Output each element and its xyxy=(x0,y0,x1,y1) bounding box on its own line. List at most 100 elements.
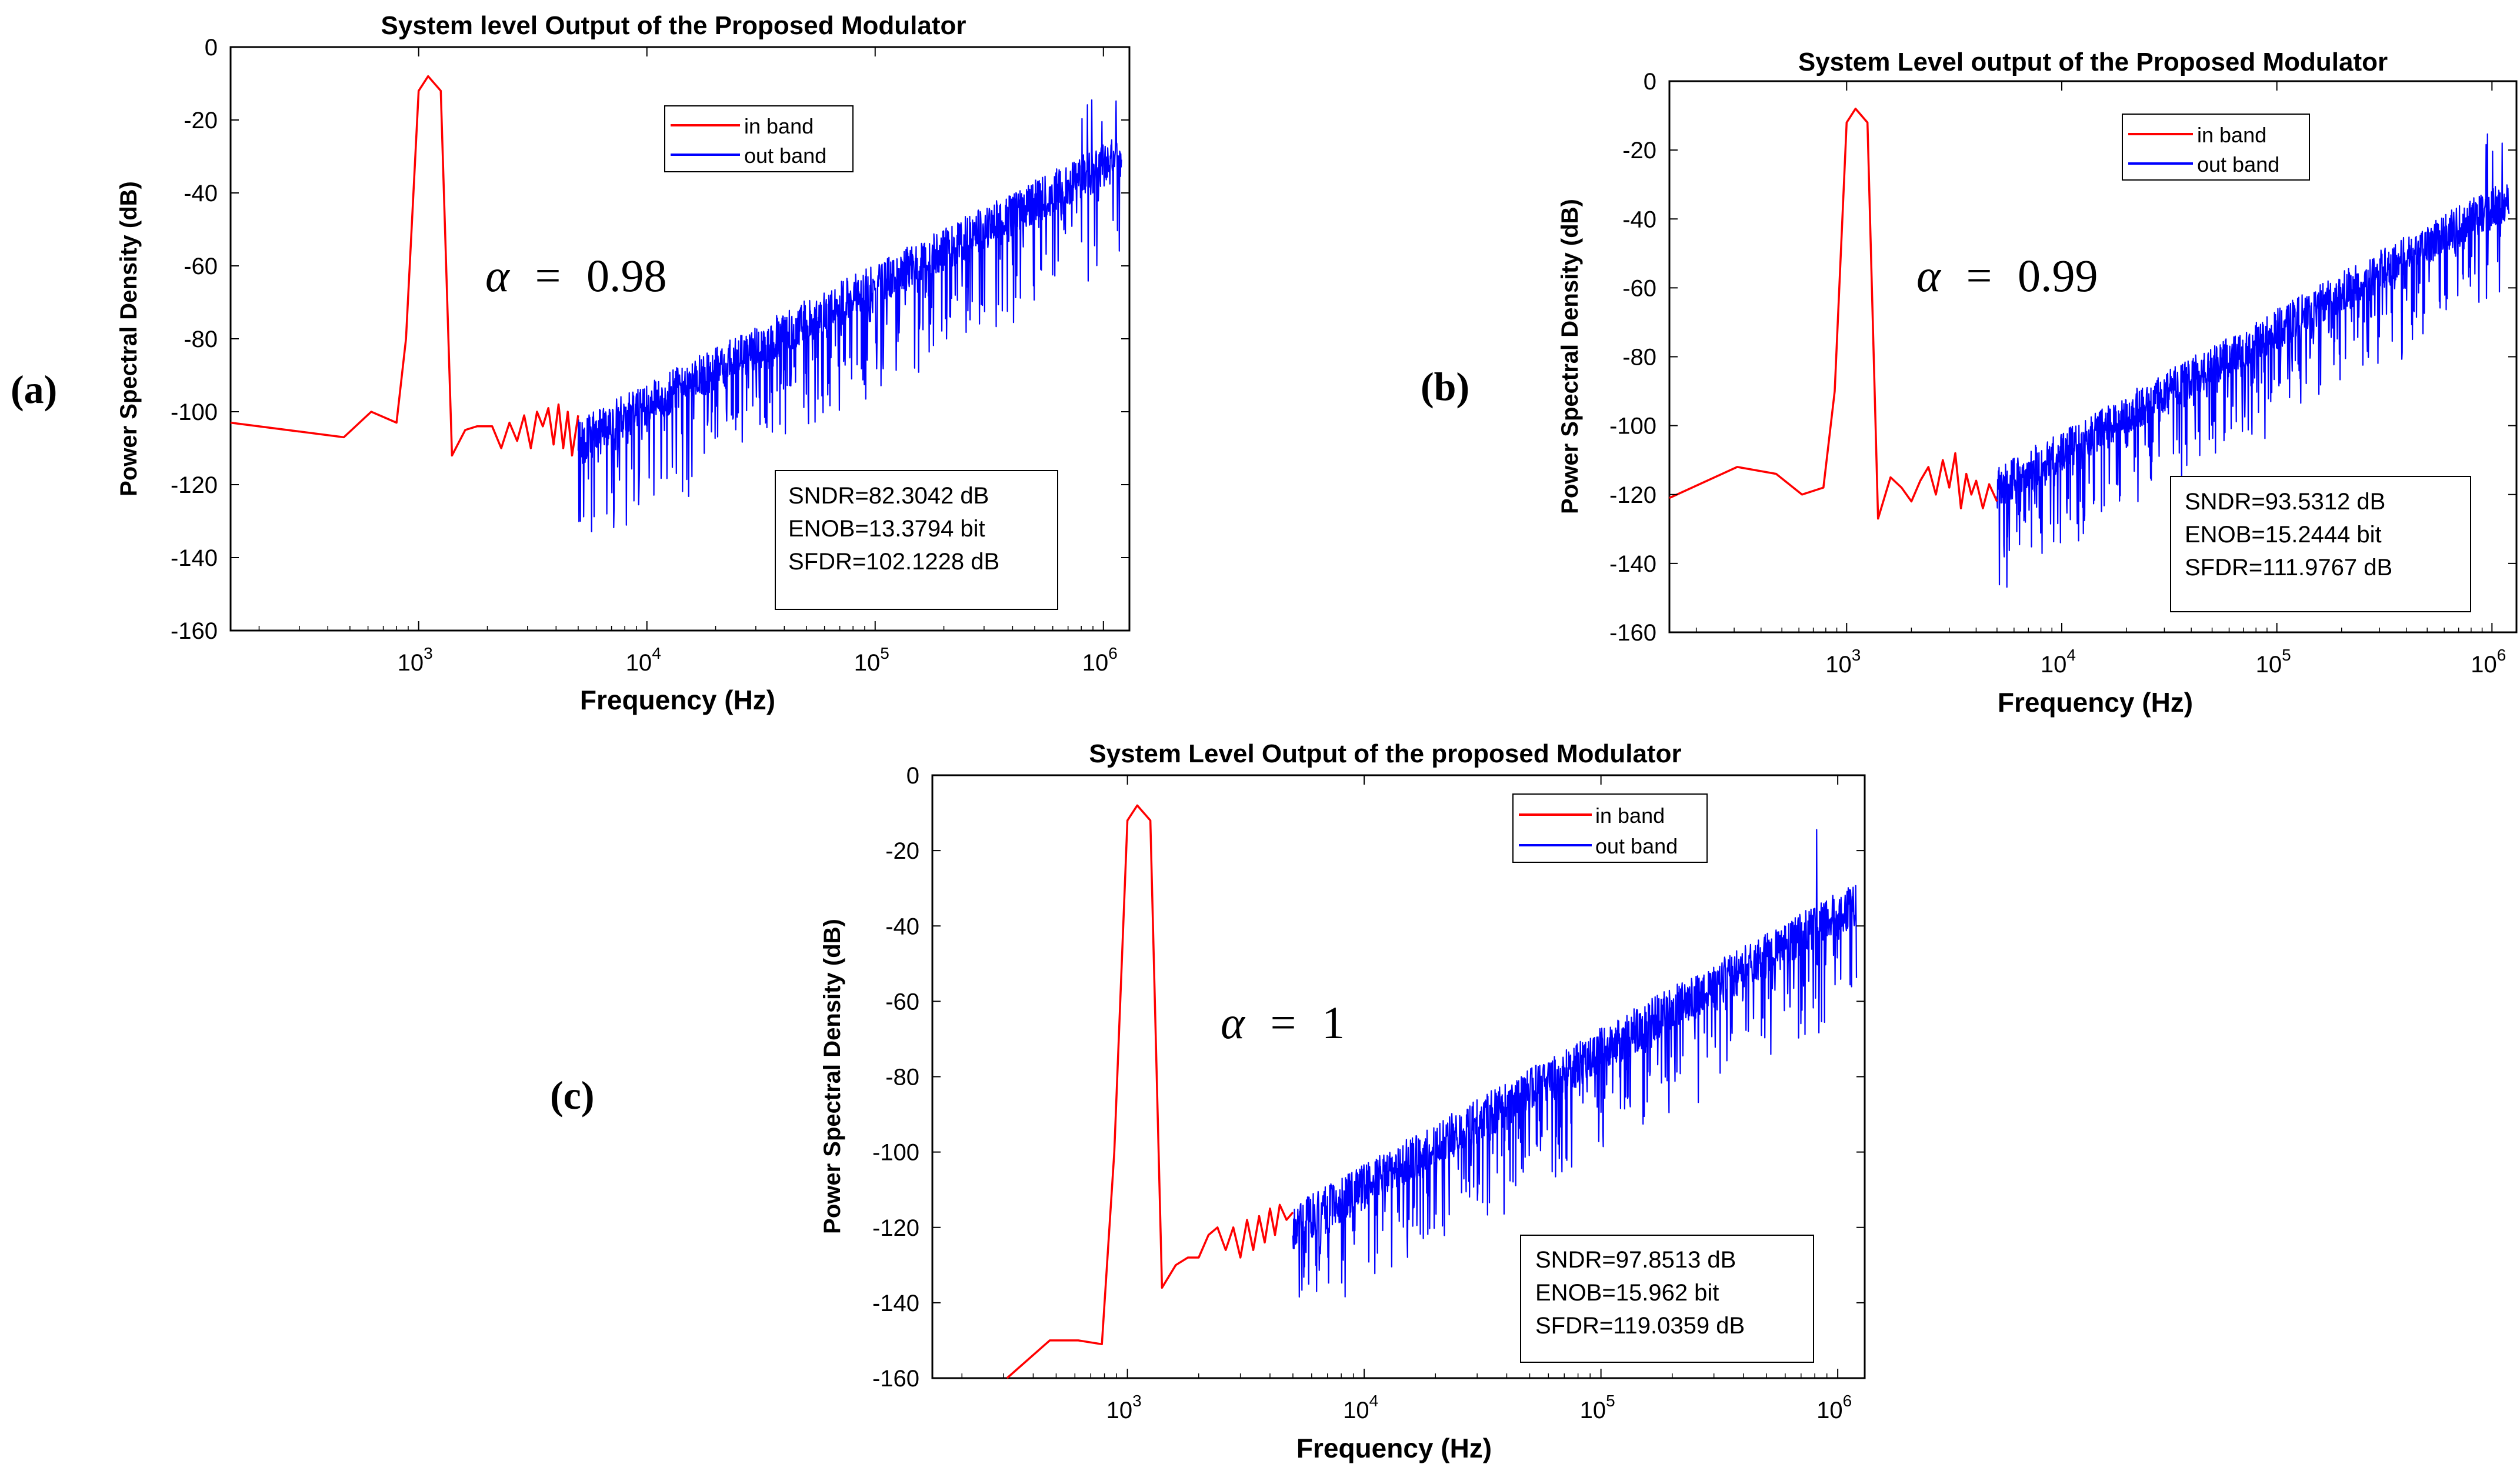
metric-sndr-a: SNDR=82.3042 dB xyxy=(788,483,989,509)
alpha-symbol-c: α xyxy=(1221,997,1246,1048)
chart-title-c: System Level Output of the proposed Modu… xyxy=(1089,739,1681,768)
y-tick-label: 0 xyxy=(205,35,218,61)
x-tick-label: 103 xyxy=(398,644,433,676)
legend-box-b xyxy=(2122,114,2310,181)
alpha-symbol-a: α xyxy=(485,250,511,301)
in-band-line xyxy=(230,75,579,457)
y-tick-label: -20 xyxy=(184,108,218,134)
x-tick-base: 10 xyxy=(2256,652,2282,678)
x-tick-label: 103 xyxy=(1106,1392,1142,1423)
y-tick-label: -40 xyxy=(184,181,218,206)
y-tick-label: -80 xyxy=(184,326,218,352)
x-tick-exp: 4 xyxy=(652,644,661,662)
legend-label-out-band-a: out band xyxy=(744,144,826,168)
y-tick-label: -120 xyxy=(872,1215,919,1241)
x-tick-base: 10 xyxy=(398,650,424,676)
legend-label-out-band-c: out band xyxy=(1595,834,1678,858)
y-tick-label: -160 xyxy=(872,1366,919,1392)
x-tick-base: 10 xyxy=(1816,1398,1843,1423)
x-tick-exp: 5 xyxy=(880,644,889,662)
panel-b: (b) System Level output of the Proposed … xyxy=(1421,48,2518,718)
x-tick-base: 10 xyxy=(2041,652,2067,678)
x-tick-base: 10 xyxy=(626,650,652,676)
y-tick-label: -20 xyxy=(1622,138,1656,164)
x-tick-exp: 4 xyxy=(1369,1392,1379,1410)
x-axis-label-b: Frequency (Hz) xyxy=(1998,687,2193,718)
x-axis-label-a: Frequency (Hz) xyxy=(580,685,775,715)
x-tick-exp: 5 xyxy=(2282,646,2291,664)
y-tick-label: -140 xyxy=(171,545,218,571)
metric-enob-b: ENOB=15.2444 bit xyxy=(2185,522,2382,548)
y-tick-label: -120 xyxy=(1609,482,1656,508)
series-in-band-b xyxy=(1669,108,1998,520)
legend-label-in-band-c: in band xyxy=(1595,803,1665,828)
x-tick-base: 10 xyxy=(854,650,881,676)
x-tick-label: 105 xyxy=(2256,646,2291,678)
panel-label-a: (a) xyxy=(11,367,57,412)
x-tick-exp: 6 xyxy=(1108,644,1118,662)
x-tick-label: 106 xyxy=(1816,1392,1852,1423)
y-tick-label: -60 xyxy=(1622,275,1656,301)
y-tick-label: -40 xyxy=(1622,206,1656,232)
metric-sndr-c: SNDR=97.8513 dB xyxy=(1535,1247,1736,1273)
series-out-band-b xyxy=(1996,133,2510,588)
x-axis-label-c: Frequency (Hz) xyxy=(1296,1433,1492,1463)
legend-label-in-band-a: in band xyxy=(744,114,814,138)
metrics-frame-c xyxy=(1520,1235,1814,1363)
y-tick-label: -160 xyxy=(1609,620,1656,646)
alpha-annotation-b: α = 0.99 xyxy=(1916,250,2098,301)
x-tick-label: 104 xyxy=(626,644,661,676)
x-tick-exp: 4 xyxy=(2066,646,2076,664)
x-tick-label: 105 xyxy=(854,644,889,676)
y-axis-label-a: Power Spectral Density (dB) xyxy=(116,181,142,496)
y-tick-label: -140 xyxy=(1609,551,1656,577)
legend-c: in band out band xyxy=(1512,793,1708,863)
x-tick-label: 106 xyxy=(2471,646,2506,678)
legend-box-c xyxy=(1512,793,1708,863)
panel-label-c: (c) xyxy=(550,1073,594,1118)
x-tick-exp: 3 xyxy=(1852,646,1861,664)
in-band-line xyxy=(1669,108,1998,520)
metrics-box-b: SNDR=93.5312 dB ENOB=15.2444 bit SFDR=11… xyxy=(2170,476,2471,612)
x-tick-exp: 3 xyxy=(1132,1392,1142,1410)
metric-sfdr-a: SFDR=102.1228 dB xyxy=(788,549,999,575)
metrics-box-c: SNDR=97.8513 dB ENOB=15.962 bit SFDR=119… xyxy=(1520,1235,1814,1363)
legend-box-a xyxy=(664,105,854,172)
y-tick-label: -160 xyxy=(171,618,218,644)
y-tick-label: -60 xyxy=(184,254,218,279)
metric-enob-c: ENOB=15.962 bit xyxy=(1535,1280,1719,1306)
alpha-equals-b: = xyxy=(1966,250,1992,301)
series-in-band-c xyxy=(1006,804,1294,1379)
y-axis-label-c: Power Spectral Density (dB) xyxy=(819,919,845,1234)
alpha-annotation-a: α = 0.98 xyxy=(485,250,666,301)
y-tick-label: -100 xyxy=(1609,413,1656,439)
y-tick-label: 0 xyxy=(906,763,919,789)
metrics-frame-b xyxy=(2170,476,2471,612)
y-tick-label: -120 xyxy=(171,472,218,498)
y-axis-label-b: Power Spectral Density (dB) xyxy=(1557,199,1583,514)
in-band-line xyxy=(1006,804,1294,1379)
metric-sndr-b: SNDR=93.5312 dB xyxy=(2185,489,2385,515)
panel-c: (c) System Level Output of the proposed … xyxy=(550,739,1866,1463)
alpha-value-b: 0.99 xyxy=(2018,250,2098,301)
x-tick-base: 10 xyxy=(1343,1398,1369,1423)
x-tick-exp: 6 xyxy=(1843,1392,1852,1410)
x-tick-label: 104 xyxy=(2041,646,2076,678)
out-band-line xyxy=(577,99,1122,533)
panel-label-b: (b) xyxy=(1421,364,1469,409)
alpha-equals-a: = xyxy=(535,250,561,301)
chart-title-a: System level Output of the Proposed Modu… xyxy=(381,11,966,40)
out-band-line xyxy=(1292,829,1858,1298)
alpha-equals-c: = xyxy=(1270,997,1296,1048)
x-tick-label: 103 xyxy=(1825,646,1861,678)
x-tick-base: 10 xyxy=(1580,1398,1606,1423)
y-tick-label: 0 xyxy=(1644,69,1656,95)
panel-a: (a) System level Output of the Proposed … xyxy=(11,11,1131,715)
y-tick-label: -80 xyxy=(1622,345,1656,371)
alpha-annotation-c: α = 1 xyxy=(1221,997,1345,1048)
chart-title-b: System Level output of the Proposed Modu… xyxy=(1798,48,2388,76)
